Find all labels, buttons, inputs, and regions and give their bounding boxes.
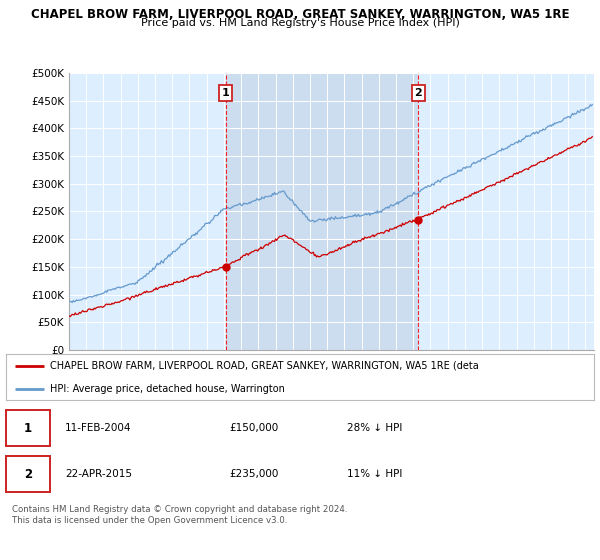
Text: HPI: Average price, detached house, Warrington: HPI: Average price, detached house, Warr… (50, 384, 285, 394)
Text: £235,000: £235,000 (229, 469, 279, 479)
Text: Contains HM Land Registry data © Crown copyright and database right 2024.
This d: Contains HM Land Registry data © Crown c… (12, 505, 347, 525)
FancyBboxPatch shape (6, 410, 50, 446)
Text: 2: 2 (24, 468, 32, 480)
Text: 11-FEB-2004: 11-FEB-2004 (65, 423, 131, 433)
Bar (226, 73, 418, 350)
FancyBboxPatch shape (6, 456, 50, 492)
Text: 11% ↓ HPI: 11% ↓ HPI (347, 469, 403, 479)
Text: £150,000: £150,000 (229, 423, 278, 433)
Text: Price paid vs. HM Land Registry's House Price Index (HPI): Price paid vs. HM Land Registry's House … (140, 18, 460, 29)
Text: 28% ↓ HPI: 28% ↓ HPI (347, 423, 403, 433)
Text: 1: 1 (222, 88, 230, 98)
Text: CHAPEL BROW FARM, LIVERPOOL ROAD, GREAT SANKEY, WARRINGTON, WA5 1RE: CHAPEL BROW FARM, LIVERPOOL ROAD, GREAT … (31, 8, 569, 21)
Text: 22-APR-2015: 22-APR-2015 (65, 469, 132, 479)
Text: 2: 2 (415, 88, 422, 98)
Text: CHAPEL BROW FARM, LIVERPOOL ROAD, GREAT SANKEY, WARRINGTON, WA5 1RE (deta: CHAPEL BROW FARM, LIVERPOOL ROAD, GREAT … (50, 361, 479, 371)
Text: 1: 1 (24, 422, 32, 435)
